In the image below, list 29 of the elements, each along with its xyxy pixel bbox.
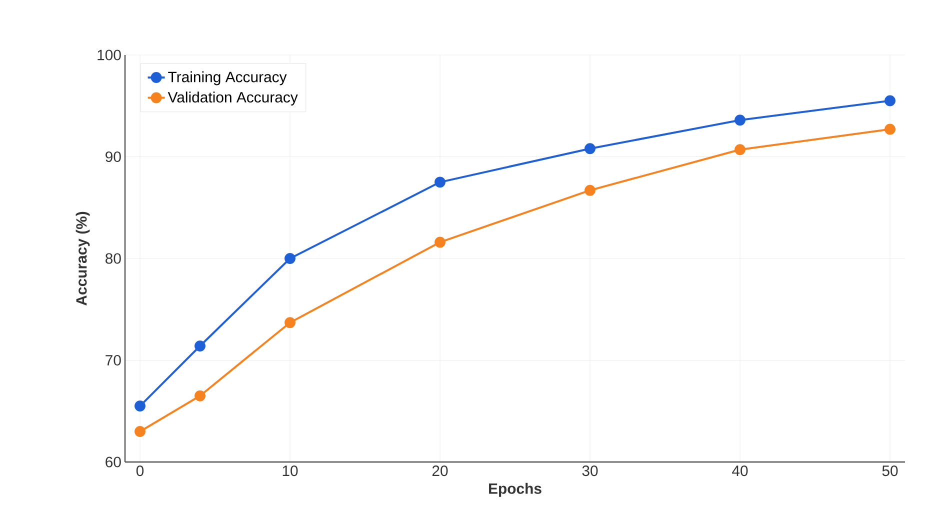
y-tick-label: 60 <box>106 456 121 468</box>
point <box>884 124 896 135</box>
y-axis-title: Accuracy (%) <box>76 212 90 306</box>
point <box>134 426 146 437</box>
point <box>284 317 296 328</box>
point <box>194 340 206 352</box>
point <box>584 184 596 196</box>
x-tick-label: 50 <box>882 466 898 476</box>
x-tick-label: 30 <box>582 466 598 476</box>
y-tick-label: 90 <box>106 151 121 162</box>
x-tick-label: 20 <box>432 466 448 476</box>
legend-label: Training Accuracy <box>168 71 287 86</box>
x-tick-label: 40 <box>732 466 748 476</box>
x-tick-label: 0 <box>136 466 144 476</box>
point <box>584 143 596 154</box>
point <box>194 390 206 402</box>
point <box>284 253 296 264</box>
point <box>134 400 146 412</box>
y-tick-label: 70 <box>106 354 121 366</box>
point <box>734 144 746 156</box>
point <box>734 114 746 126</box>
y-tick-label: 80 <box>106 253 121 264</box>
point <box>434 236 446 248</box>
point <box>884 95 896 106</box>
x-tick-label: 10 <box>282 466 298 476</box>
x-axis-title: Epochs <box>489 482 542 497</box>
point <box>434 176 446 188</box>
legend-label: Validation Accuracy <box>168 92 298 106</box>
y-tick-label: 100 <box>98 50 121 60</box>
